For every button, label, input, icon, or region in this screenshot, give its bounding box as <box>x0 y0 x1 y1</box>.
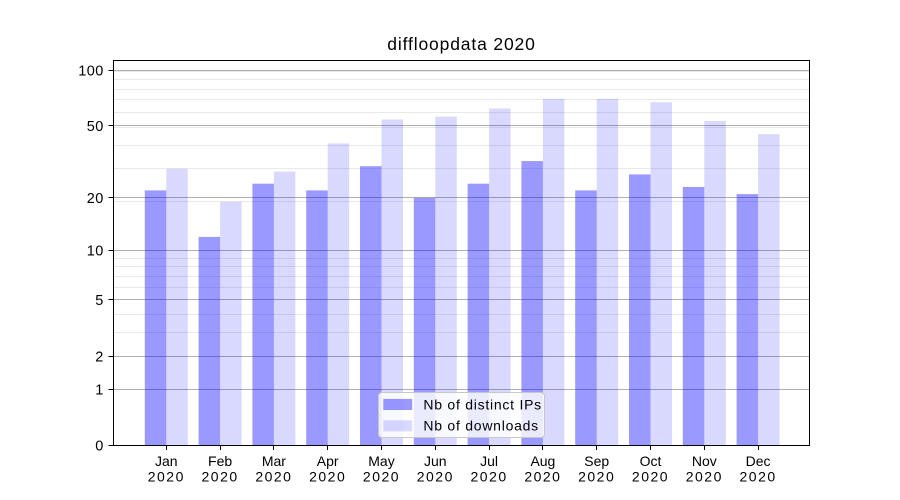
svg-text:2020: 2020 <box>524 469 561 485</box>
svg-text:2020: 2020 <box>632 469 669 485</box>
svg-text:0: 0 <box>95 439 103 455</box>
svg-text:2020: 2020 <box>148 469 185 485</box>
svg-text:2020: 2020 <box>740 469 777 485</box>
svg-text:Nb of distinct IPs: Nb of distinct IPs <box>423 396 542 412</box>
svg-text:2020: 2020 <box>578 469 615 485</box>
svg-text:2020: 2020 <box>202 469 239 485</box>
svg-text:1: 1 <box>95 382 103 398</box>
svg-text:Nov: Nov <box>692 453 717 469</box>
svg-text:Dec: Dec <box>746 453 771 469</box>
svg-text:diffloopdata 2020: diffloopdata 2020 <box>387 34 535 54</box>
svg-text:Feb: Feb <box>208 453 232 469</box>
svg-text:2020: 2020 <box>363 469 400 485</box>
svg-text:Nb of downloads: Nb of downloads <box>423 418 539 434</box>
svg-text:2: 2 <box>95 349 103 365</box>
svg-text:Jul: Jul <box>480 453 498 469</box>
svg-text:Apr: Apr <box>317 453 339 469</box>
svg-text:Sep: Sep <box>584 453 609 469</box>
svg-text:2020: 2020 <box>471 469 508 485</box>
svg-text:2020: 2020 <box>686 469 723 485</box>
svg-text:2020: 2020 <box>417 469 454 485</box>
svg-text:10: 10 <box>87 244 104 260</box>
svg-text:Aug: Aug <box>530 453 555 469</box>
svg-text:Jun: Jun <box>424 453 447 469</box>
svg-text:Jan: Jan <box>155 453 178 469</box>
svg-text:100: 100 <box>78 63 103 79</box>
svg-text:5: 5 <box>95 293 103 309</box>
svg-text:50: 50 <box>87 119 104 135</box>
svg-text:Oct: Oct <box>640 453 662 469</box>
svg-text:2020: 2020 <box>255 469 292 485</box>
svg-text:Mar: Mar <box>262 453 286 469</box>
svg-text:2020: 2020 <box>309 469 346 485</box>
svg-text:20: 20 <box>87 191 104 207</box>
svg-text:May: May <box>368 453 394 469</box>
